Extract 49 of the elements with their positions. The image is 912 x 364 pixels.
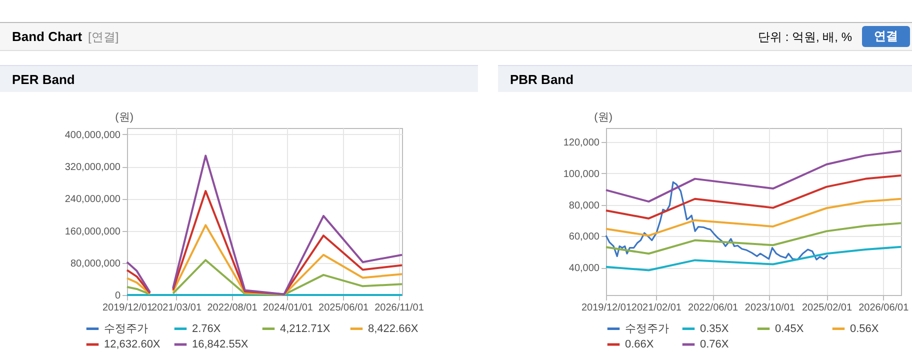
- line-series: [605, 181, 829, 260]
- chart-title: PBR Band: [498, 65, 912, 92]
- line-series: [605, 150, 902, 203]
- y-tick-label: 160,000,000: [64, 226, 121, 238]
- legend-label: 16,842.55X: [192, 338, 249, 350]
- legend-label: 0.76X: [700, 338, 730, 350]
- y-tick-label: 100,000: [563, 168, 600, 180]
- legend-label: 0.45X: [775, 322, 804, 335]
- y-tick-label: 80,000: [568, 200, 600, 212]
- x-tick-label: 2026/06/01: [858, 302, 910, 314]
- x-tick-label: 2025/02/01: [802, 302, 852, 314]
- y-tick-label: 120,000: [563, 138, 600, 149]
- y-tick-label: 0: [114, 290, 121, 302]
- x-tick-label: 2021/03/01: [152, 302, 202, 314]
- y-tick-label: 320,000,000: [64, 162, 121, 174]
- legend-label: 4,212.71X: [280, 322, 331, 335]
- legend-label: 0.35X: [700, 322, 730, 335]
- x-tick-label: 2026/11/01: [374, 302, 424, 314]
- chart-title: PER Band: [0, 65, 478, 92]
- line-series: [605, 222, 902, 255]
- y-tick-label: 80,000,000: [70, 258, 121, 270]
- x-tick-label: 2023/10/01: [744, 302, 796, 314]
- text: 단위 : 억원, 배, %: [758, 29, 852, 46]
- line-series: [605, 198, 902, 237]
- x-tick-label: 2019/12/01: [102, 302, 153, 314]
- text: Band Chart: [12, 29, 82, 44]
- x-tick-label: 2024/01/01: [262, 302, 314, 314]
- x-tick-label: 2021/02/01: [631, 302, 682, 314]
- x-tick-label: 2025/06/01: [318, 302, 370, 314]
- y-tick-label: 40,000: [568, 263, 600, 274]
- legend-label: 0.66X: [625, 338, 654, 350]
- legend-label: 수정주가: [625, 322, 669, 335]
- text: 연결: [862, 26, 910, 47]
- legend-label: 12,632.60X: [104, 338, 161, 350]
- y-axis-title: (원): [594, 112, 612, 124]
- y-tick-label: 400,000,000: [64, 130, 121, 141]
- x-tick-label: 2019/12/01: [581, 302, 632, 314]
- y-axis-title: (원): [115, 112, 134, 124]
- legend-label: 0.56X: [850, 322, 880, 335]
- line-series: [605, 246, 902, 272]
- legend-label: 수정주가: [104, 322, 148, 335]
- line-series: [605, 174, 902, 220]
- y-tick-label: 240,000,000: [64, 194, 121, 206]
- legend-label: 2.76X: [192, 322, 222, 335]
- x-tick-label: 2022/06/01: [688, 302, 739, 314]
- x-tick-label: 2022/08/01: [207, 302, 258, 314]
- legend-label: 8,422.66X: [368, 322, 419, 335]
- y-tick-label: 60,000: [568, 232, 600, 243]
- text: [연결]: [88, 29, 119, 46]
